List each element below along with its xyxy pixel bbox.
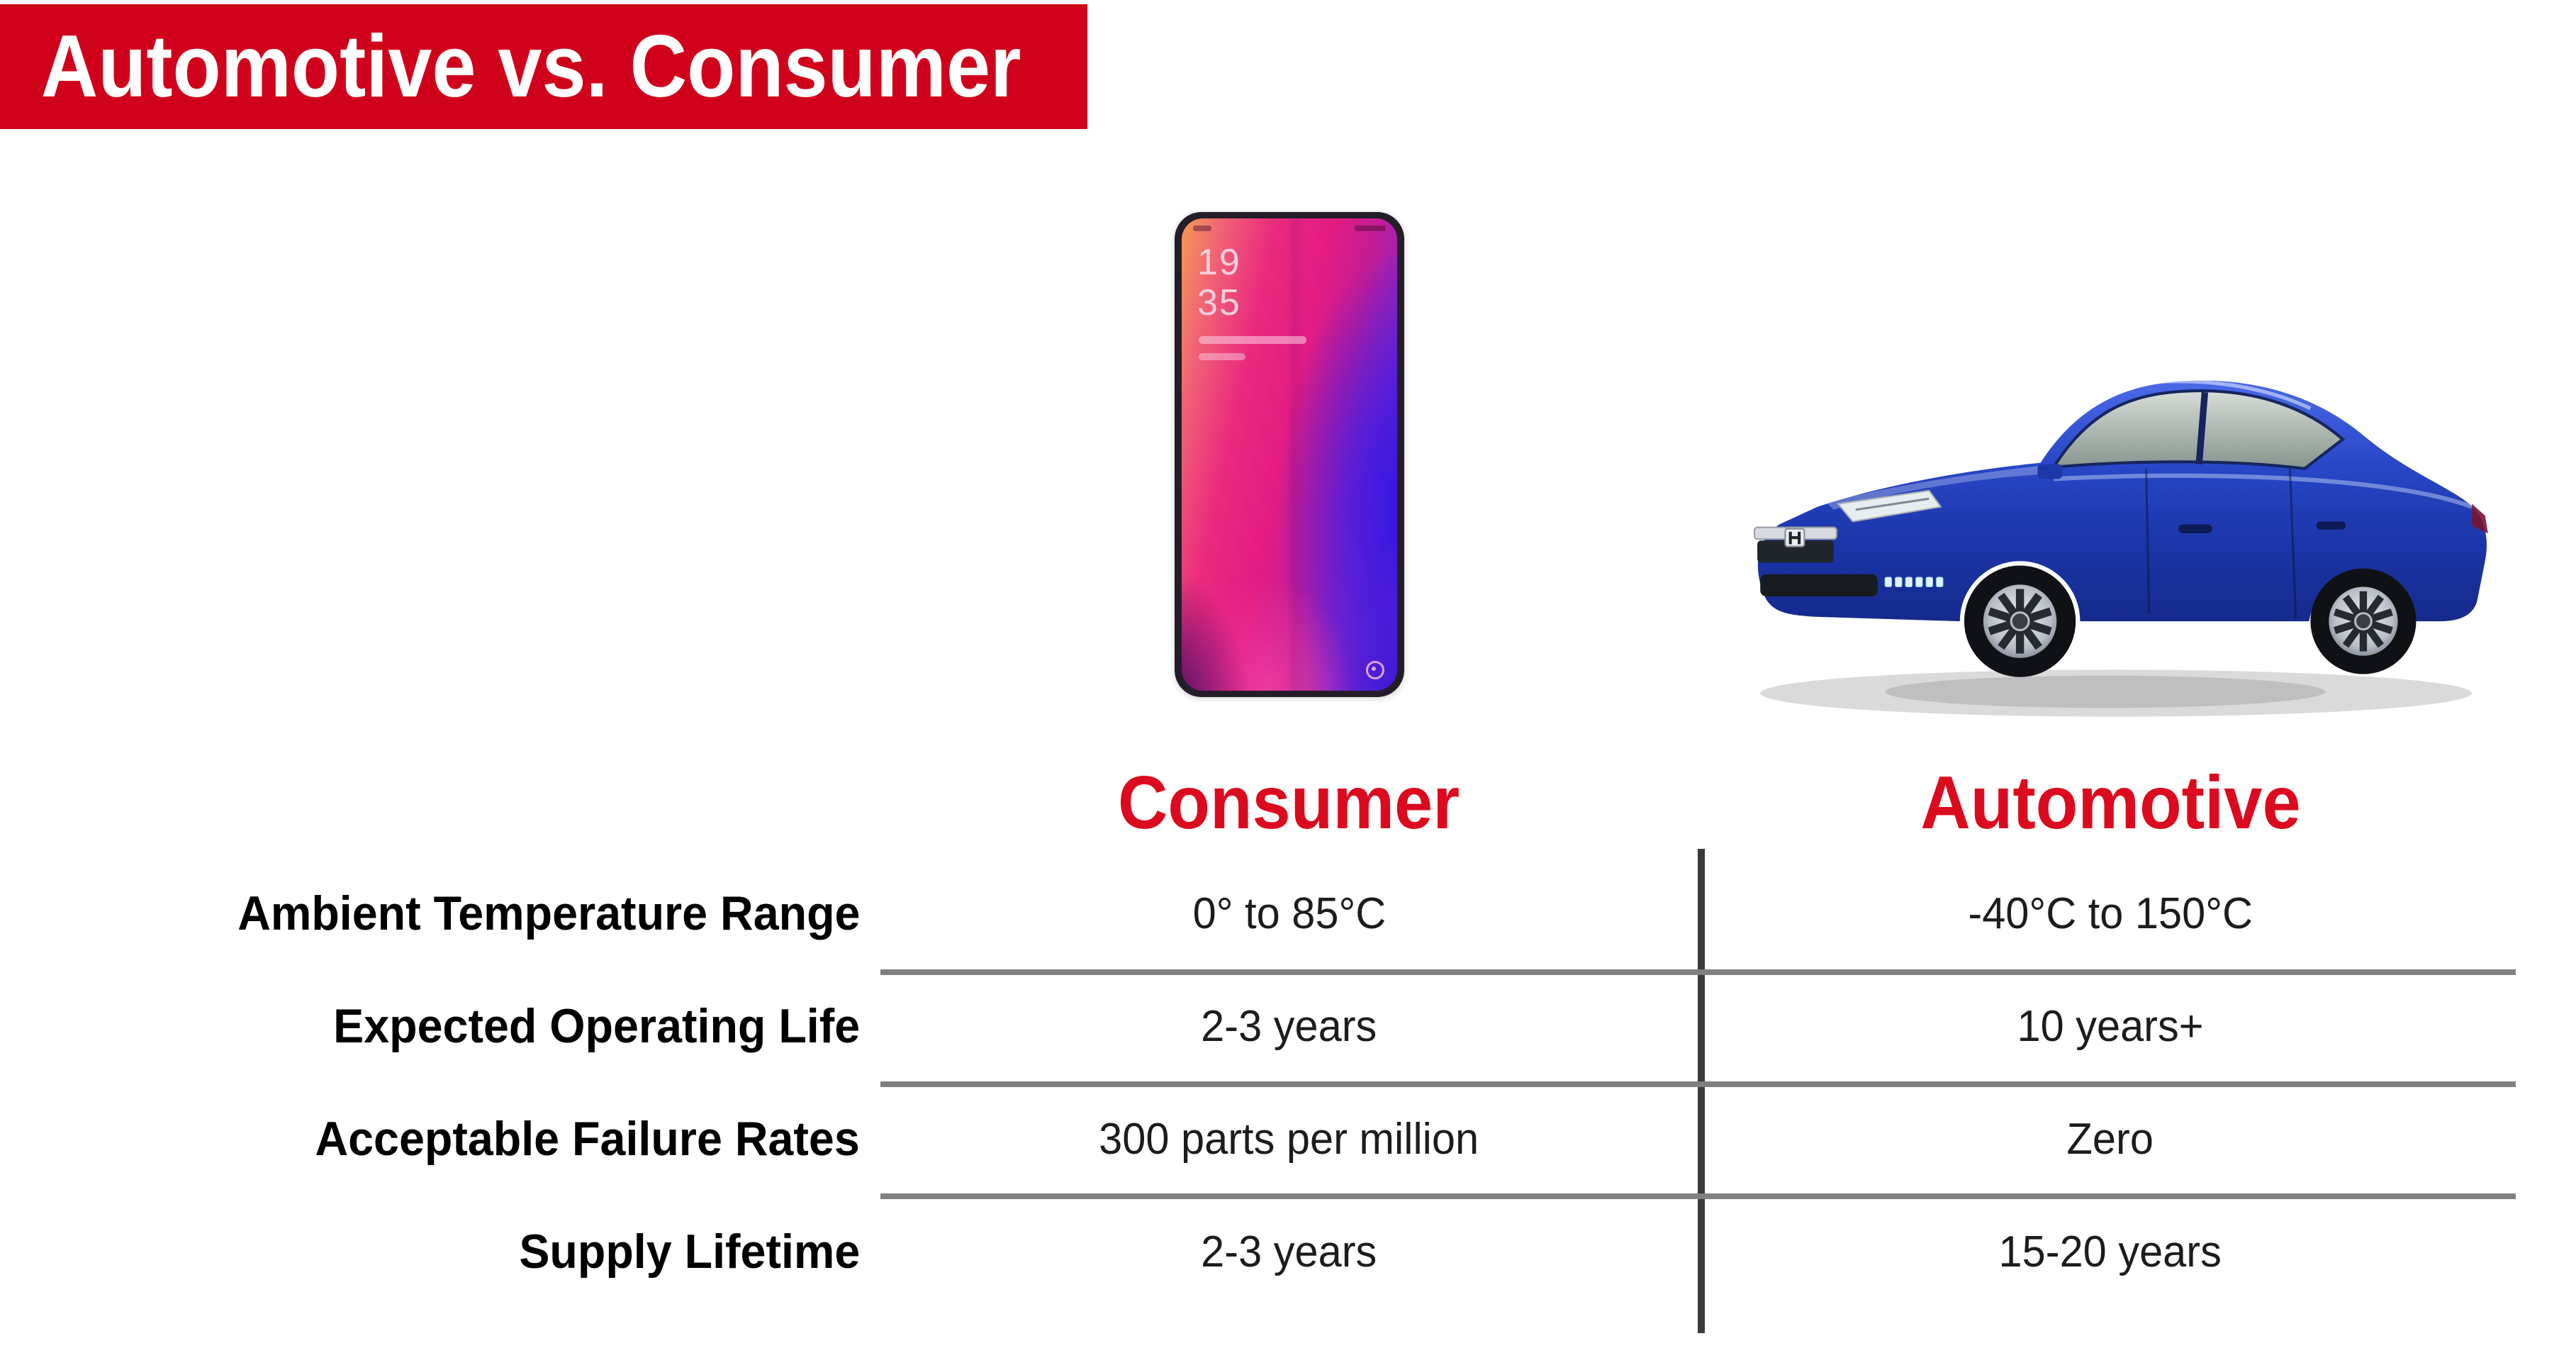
phone-battery-icon	[1355, 226, 1386, 231]
phone-date-text	[1199, 336, 1306, 344]
row-separator-line	[880, 1193, 2516, 1199]
column-divider-line	[1698, 849, 1705, 1333]
row-label: Supply Lifetime	[519, 1225, 860, 1279]
consumer-value: 0° to 85°C	[1192, 889, 1386, 938]
automotive-value: -40°C to 150°C	[1968, 889, 2253, 938]
title-banner: Automotive vs. Consumer	[0, 4, 1087, 129]
automotive-value: 15-20 years	[1998, 1227, 2222, 1276]
phone-subtext	[1199, 353, 1245, 360]
column-header-consumer: Consumer	[1118, 761, 1460, 845]
consumer-value: 2-3 years	[1201, 1002, 1377, 1051]
phone-lockscreen-clock: 19 35	[1197, 243, 1241, 323]
row-separator-line	[880, 1081, 2516, 1087]
automotive-value: Zero	[2066, 1115, 2154, 1164]
column-header-automotive: Automotive	[1920, 761, 2301, 845]
clock-minute: 35	[1197, 282, 1241, 323]
row-label: Acceptable Failure Rates	[315, 1112, 860, 1166]
smartphone-image: 19 35	[1175, 212, 1404, 697]
phone-status-icon	[1193, 226, 1211, 231]
slide-title: Automotive vs. Consumer	[40, 18, 1021, 116]
camera-icon	[1366, 661, 1384, 679]
clock-hour: 19	[1197, 242, 1241, 283]
consumer-value: 2-3 years	[1201, 1227, 1377, 1276]
table-row-supply-lifetime: Supply Lifetime 2-3 years 15-20 years	[0, 1196, 2576, 1308]
smartphone-screen: 19 35	[1182, 218, 1397, 691]
table-row-operating-life: Expected Operating Life 2-3 years 10 yea…	[0, 970, 2576, 1083]
row-label: Ambient Temperature Range	[237, 886, 860, 940]
table-row-failure-rates: Acceptable Failure Rates 300 parts per m…	[0, 1083, 2576, 1196]
row-label: Expected Operating Life	[332, 999, 860, 1053]
row-separator-line	[880, 969, 2516, 975]
table-row-ambient-temperature: Ambient Temperature Range 0° to 85°C -40…	[0, 857, 2576, 970]
car-image	[1708, 282, 2516, 745]
consumer-value: 300 parts per million	[1099, 1115, 1479, 1164]
automotive-value: 10 years+	[2017, 1002, 2204, 1051]
